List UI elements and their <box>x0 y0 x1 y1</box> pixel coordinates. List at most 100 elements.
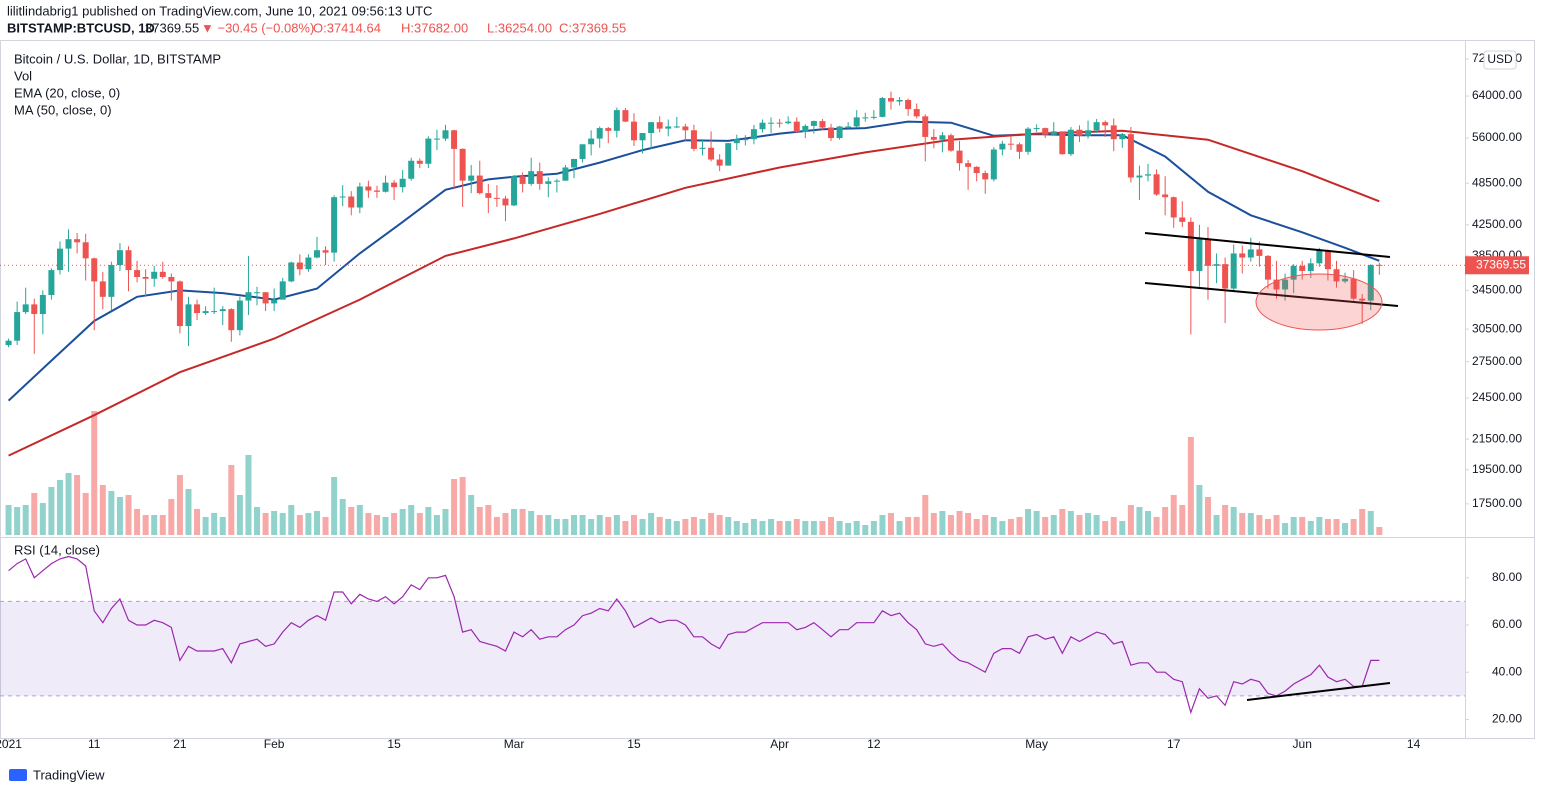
volume-bar <box>613 515 620 535</box>
x-tick-label: Feb <box>264 737 285 751</box>
volume-bar <box>1333 519 1340 535</box>
candle-body <box>1256 249 1263 256</box>
y-tick-label: 27500.00 <box>1472 354 1522 368</box>
candle-body <box>588 138 595 145</box>
volume-bar <box>1196 485 1203 535</box>
candle-body <box>1127 134 1134 178</box>
volume-bar <box>1127 505 1134 535</box>
overlay-line <box>8 129 1380 457</box>
volume-bar <box>1187 437 1194 535</box>
candle-body <box>596 128 603 139</box>
x-tick-label: 2021 <box>0 737 22 751</box>
candle-body <box>1239 253 1246 258</box>
candle-body <box>22 304 29 313</box>
candle-body <box>887 98 894 102</box>
candle-body <box>1050 131 1057 135</box>
volume-bar <box>1145 511 1152 535</box>
candle-body <box>485 193 492 198</box>
volume-bar <box>14 507 21 535</box>
candle-body <box>1316 250 1323 264</box>
y-tick-label: 24500.00 <box>1472 390 1522 404</box>
volume-bar <box>879 515 886 535</box>
candle-body <box>1093 122 1100 131</box>
candle-body <box>725 143 732 166</box>
volume-bar <box>982 515 989 535</box>
volume-bar <box>219 517 226 535</box>
volume-bar <box>502 513 509 535</box>
rsi-line <box>8 555 1380 715</box>
volume-bar <box>699 519 706 535</box>
volume-bar <box>433 515 440 535</box>
candle-body <box>1264 255 1271 280</box>
candle-body <box>862 117 869 119</box>
candle-body <box>836 126 843 139</box>
candle-body <box>1290 265 1297 280</box>
candle-body <box>1307 263 1314 271</box>
frame <box>0 40 1535 739</box>
rsi-y-tick-label: 20.00 <box>1492 712 1522 726</box>
candle-body <box>116 250 123 266</box>
candle-body <box>185 304 192 327</box>
volume-bar <box>828 517 835 535</box>
volume-bar <box>116 497 123 535</box>
candle-body <box>502 198 509 206</box>
candle-body <box>48 270 55 295</box>
candle-body <box>382 182 389 192</box>
candle-body <box>913 109 920 117</box>
candle-body <box>425 138 432 164</box>
candle-body <box>1359 298 1366 301</box>
x-tick-label: 15 <box>387 737 401 751</box>
annotations <box>1144 232 1399 701</box>
candle-body <box>1187 221 1194 271</box>
volume-bar <box>870 521 877 535</box>
volume-bar <box>1367 511 1374 535</box>
volume-bar <box>1256 515 1263 535</box>
volume-bar <box>254 507 261 535</box>
volume-bar <box>399 509 406 535</box>
candle-body <box>519 176 526 184</box>
volume-bar <box>571 515 578 535</box>
volume-bar <box>511 509 518 535</box>
volume-bar <box>31 493 38 535</box>
volume-bar <box>476 507 483 535</box>
candle-body <box>5 340 12 346</box>
candle-body <box>1007 143 1014 145</box>
volume-bar <box>1376 527 1383 535</box>
volume-bar <box>82 493 89 535</box>
price: 37369.55 <box>145 20 199 35</box>
candle-body <box>939 135 946 140</box>
volume-bar <box>930 513 937 535</box>
volume-bar <box>1204 497 1211 535</box>
volume-bar <box>451 479 458 535</box>
volume-bar <box>553 519 560 535</box>
candle-body <box>630 121 637 141</box>
candle-body <box>999 143 1006 150</box>
candle-body <box>845 126 852 128</box>
volume-bar <box>91 411 98 535</box>
candle-body <box>973 166 980 174</box>
y-tick-label: 34500.00 <box>1472 283 1522 297</box>
x-tick-label: Apr <box>770 737 789 751</box>
candle-body <box>1162 194 1169 198</box>
logo-mark <box>9 769 27 781</box>
volume-bar <box>168 499 175 535</box>
candle-body <box>819 121 826 128</box>
candle-body <box>271 299 278 304</box>
x-tick-label: 14 <box>1407 737 1421 751</box>
volume-bar <box>793 519 800 535</box>
channel-bottom <box>1144 282 1399 307</box>
volume-bar <box>185 489 192 535</box>
volume-bar <box>785 521 792 535</box>
candle-body <box>639 133 646 141</box>
currency-badge[interactable] <box>1483 50 1517 70</box>
candle-body <box>416 160 423 164</box>
volume-bar <box>65 473 72 535</box>
last-price-label: 37369.55 <box>1476 257 1526 271</box>
candle-body <box>1282 279 1289 290</box>
volume-bar <box>442 509 449 535</box>
candle-body <box>1067 129 1074 155</box>
volume-bar <box>459 477 466 535</box>
volume-bar <box>236 495 243 535</box>
candle-body <box>1299 265 1306 271</box>
